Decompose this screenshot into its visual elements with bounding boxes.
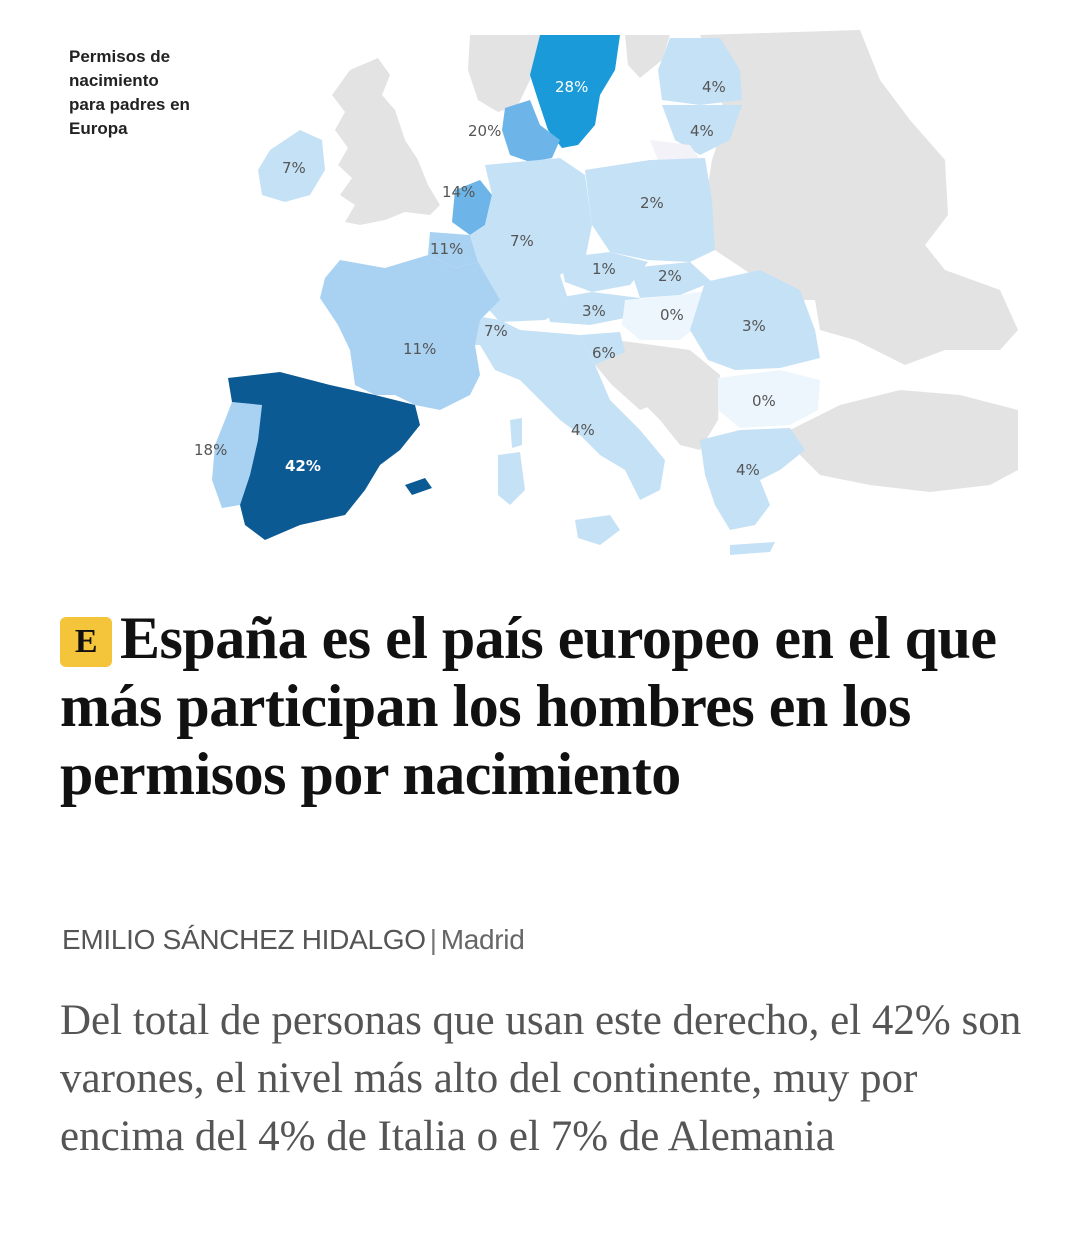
article-subheadline: Del total de personas que usan este dere… — [60, 997, 1022, 1160]
austria-shape — [545, 292, 640, 325]
byline: EMILIO SÁNCHEZ HIDALGO | Madrid — [62, 924, 525, 956]
value-label-slovakia: 2% — [658, 267, 682, 285]
slovenia-shape — [580, 332, 625, 365]
sicily-shape — [575, 515, 620, 545]
el-pais-logo-icon: E — [60, 617, 112, 667]
finland-shape — [625, 35, 670, 78]
dateline-location: Madrid — [440, 924, 525, 955]
value-label-germany: 7% — [510, 232, 534, 250]
headline-text: España es el país europeo en el que más … — [60, 605, 997, 807]
ireland-shape — [258, 130, 325, 202]
crete-shape — [730, 542, 775, 555]
romania-shape — [690, 270, 820, 370]
france-shape — [320, 255, 500, 410]
value-label-romania: 3% — [742, 317, 766, 335]
value-label-denmark: 20% — [468, 122, 501, 140]
estonia-shape — [658, 38, 742, 105]
italy-shape — [480, 330, 665, 500]
map-svg: 28% 20% 4% 4% 7% 14% 11% 7% 2% 1% 2% 3% … — [194, 30, 1018, 555]
belarus-ukraine-shape — [712, 150, 860, 300]
slovakia-shape — [630, 262, 712, 298]
value-label-ireland: 7% — [282, 159, 306, 177]
article-headline[interactable]: E España es el país europeo en el que más… — [60, 604, 1020, 808]
value-label-poland: 2% — [640, 194, 664, 212]
spain-shape — [228, 372, 420, 540]
poland-shape — [585, 158, 715, 262]
value-label-bulgaria: 0% — [752, 392, 776, 410]
czechia-shape — [560, 252, 648, 292]
germany-shape — [470, 158, 592, 322]
corsica-shape — [510, 418, 522, 448]
value-label-switzerland: 7% — [484, 322, 508, 340]
balearic-shape — [405, 478, 432, 495]
value-label-austria: 3% — [582, 302, 606, 320]
belgium-shape — [428, 232, 478, 268]
author-name[interactable]: EMILIO SÁNCHEZ HIDALGO — [62, 924, 426, 955]
croatia-shape — [595, 352, 665, 410]
value-label-latvia: 4% — [690, 122, 714, 140]
bulgaria-shape — [718, 370, 820, 428]
portugal-shape — [212, 402, 262, 508]
value-label-greece: 4% — [736, 461, 760, 479]
value-label-czechia: 1% — [592, 260, 616, 278]
hungary-shape — [622, 290, 712, 340]
netherlands-shape — [452, 180, 492, 235]
greece-shape — [700, 428, 805, 530]
value-label-italy: 4% — [571, 421, 595, 439]
sweden-shape — [530, 35, 620, 148]
denmark-shape — [502, 100, 560, 162]
latvia-shape — [662, 105, 742, 155]
value-label-france: 11% — [403, 340, 436, 358]
value-label-sweden: 28% — [555, 78, 588, 96]
norway-shape — [468, 35, 540, 112]
turkey-shape — [790, 390, 1018, 492]
value-label-estonia: 4% — [702, 78, 726, 96]
value-label-spain: 42% — [285, 457, 321, 475]
map-caption: Permisos de nacimiento para padres en Eu… — [69, 47, 190, 138]
value-label-hungary: 0% — [660, 306, 684, 324]
europe-map: 28% 20% 4% 4% 7% 14% 11% 7% 2% 1% 2% 3% … — [0, 0, 1080, 590]
value-label-slovenia: 6% — [592, 344, 616, 362]
value-label-belgium: 11% — [430, 240, 463, 258]
value-label-netherlands: 14% — [442, 183, 475, 201]
byline-separator: | — [429, 924, 437, 955]
sardinia-shape — [498, 452, 525, 505]
uk-shape — [332, 58, 440, 225]
value-label-portugal: 18% — [194, 441, 227, 459]
